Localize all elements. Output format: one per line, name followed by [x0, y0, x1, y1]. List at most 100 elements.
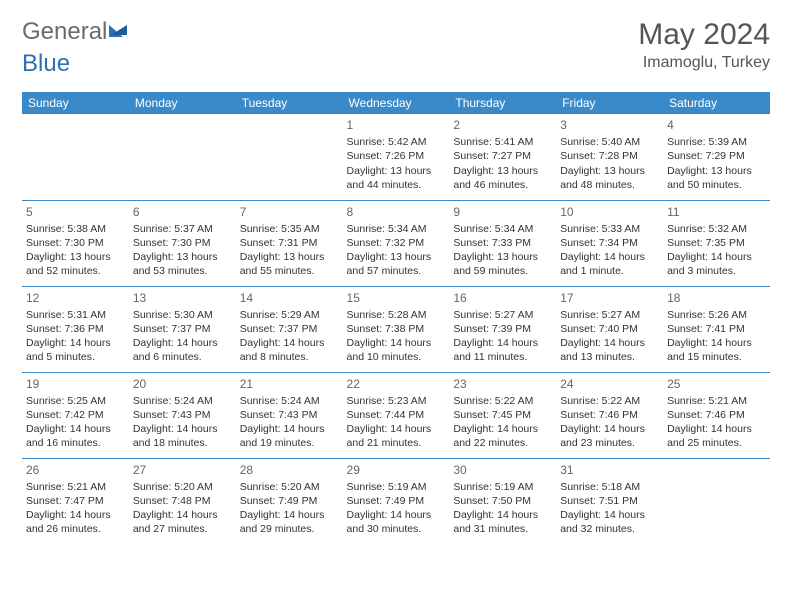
sunset-line: Sunset: 7:37 PM — [133, 322, 232, 336]
day-number: 18 — [667, 290, 766, 306]
calendar-cell: 21Sunrise: 5:24 AMSunset: 7:43 PMDayligh… — [236, 372, 343, 458]
sunset-line: Sunset: 7:49 PM — [347, 494, 446, 508]
day-number: 23 — [453, 376, 552, 392]
day-number: 1 — [347, 117, 446, 133]
calendar-cell: 27 Sunrise: 5:20 AMSunset: 7:48 PMDayligh… — [129, 458, 236, 544]
calendar-cell: 20Sunrise: 5:24 AMSunset: 7:43 PMDayligh… — [129, 372, 236, 458]
calendar-cell — [129, 114, 236, 200]
daylight-line: Daylight: 14 hours and 27 minutes. — [133, 508, 232, 536]
weekday-header: Tuesday — [236, 92, 343, 114]
calendar-cell: 1Sunrise: 5:42 AMSunset: 7:26 PMDaylight… — [343, 114, 450, 200]
daylight-line: Daylight: 14 hours and 31 minutes. — [453, 508, 552, 536]
sunset-line: Sunset: 7:44 PM — [347, 408, 446, 422]
calendar-cell: 19Sunrise: 5:25 AMSunset: 7:42 PMDayligh… — [22, 372, 129, 458]
calendar-cell: 17 Sunrise: 5:27 AMSunset: 7:40 PMDayligh… — [556, 286, 663, 372]
sunset-line: Sunset: 7:47 PM — [26, 494, 125, 508]
calendar-row: 26Sunrise: 5:21 AMSunset: 7:47 PMDayligh… — [22, 458, 770, 544]
sunrise-line: Sunrise: 5:20 AM — [133, 480, 232, 494]
sunrise-line: Sunrise: 5:34 AM — [453, 222, 552, 236]
sunset-line: Sunset: 7:39 PM — [453, 322, 552, 336]
sunrise-line: Sunrise: 5:39 AM — [667, 135, 766, 149]
day-number: 24 — [560, 376, 659, 392]
daylight-line: Daylight: 14 hours and 1 minute. — [560, 250, 659, 278]
day-number: 2 — [453, 117, 552, 133]
daylight-line: Daylight: 14 hours and 8 minutes. — [240, 336, 339, 364]
day-number: 29 — [347, 462, 446, 478]
brand-logo: General — [22, 18, 131, 46]
calendar-cell: 13Sunrise: 5:30 AMSunset: 7:37 PMDayligh… — [129, 286, 236, 372]
sunrise-line: Sunrise: 5:29 AM — [240, 308, 339, 322]
daylight-line: Daylight: 13 hours and 57 minutes. — [347, 250, 446, 278]
sunset-line: Sunset: 7:32 PM — [347, 236, 446, 250]
daylight-line: Daylight: 13 hours and 59 minutes. — [453, 250, 552, 278]
daylight-line: Daylight: 14 hours and 13 minutes. — [560, 336, 659, 364]
daylight-line: Daylight: 13 hours and 46 minutes. — [453, 164, 552, 192]
sunset-line: Sunset: 7:35 PM — [667, 236, 766, 250]
sunset-line: Sunset: 7:33 PM — [453, 236, 552, 250]
calendar-cell: 7Sunrise: 5:35 AMSunset: 7:31 PMDaylight… — [236, 200, 343, 286]
calendar-cell — [663, 458, 770, 544]
calendar-cell: 10Sunrise: 5:33 AMSunset: 7:34 PMDayligh… — [556, 200, 663, 286]
day-number: 11 — [667, 204, 766, 220]
sunset-line: Sunset: 7:43 PM — [240, 408, 339, 422]
daylight-line: Daylight: 14 hours and 23 minutes. — [560, 422, 659, 450]
day-number: 6 — [133, 204, 232, 220]
sunrise-line: Sunrise: 5:35 AM — [240, 222, 339, 236]
day-number: 17 — [560, 290, 659, 306]
sunset-line: Sunset: 7:28 PM — [560, 149, 659, 163]
day-number: 27 — [133, 462, 232, 478]
calendar-cell: 26Sunrise: 5:21 AMSunset: 7:47 PMDayligh… — [22, 458, 129, 544]
calendar-cell: 2Sunrise: 5:41 AMSunset: 7:27 PMDaylight… — [449, 114, 556, 200]
calendar-body: 1 Sunrise: 5:42 AMSunset: 7:26 PM Daylight… — [22, 114, 770, 544]
daylight-line: Daylight: 14 hours and 21 minutes. — [347, 422, 446, 450]
sunrise-line: Sunrise: 5:19 AM — [453, 480, 552, 494]
day-number: 21 — [240, 376, 339, 392]
day-number: 25 — [667, 376, 766, 392]
sunset-line: Sunset: 7:51 PM — [560, 494, 659, 508]
sunrise-line: Sunrise: 5:27 AM — [560, 308, 659, 322]
day-number: 22 — [347, 376, 446, 392]
sunset-line: Sunset: 7:26 PM — [347, 149, 446, 163]
calendar-cell: 22Sunrise: 5:23 AMSunset: 7:44 PMDayligh… — [343, 372, 450, 458]
daylight-line: Daylight: 14 hours and 22 minutes. — [453, 422, 552, 450]
sunrise-line: Sunrise: 5:42 AM — [347, 135, 446, 149]
day-number: 15 — [347, 290, 446, 306]
calendar-cell: 16Sunrise: 5:27 AMSunset: 7:39 PMDayligh… — [449, 286, 556, 372]
calendar-row: 1 Sunrise: 5:42 AMSunset: 7:26 PM Daylight… — [22, 114, 770, 200]
calendar-header-row: SundayMondayTuesdayWednesdayThursdayFrid… — [22, 92, 770, 114]
sunset-line: Sunset: 7:37 PM — [240, 322, 339, 336]
calendar-cell: 12Sunrise: 5:31 AMSunset: 7:36 PMDayligh… — [22, 286, 129, 372]
sunset-line: Sunset: 7:29 PM — [667, 149, 766, 163]
sunrise-line: Sunrise: 5:38 AM — [26, 222, 125, 236]
sunset-line: Sunset: 7:48 PM — [133, 494, 232, 508]
weekday-header: Saturday — [663, 92, 770, 114]
sunrise-line: Sunrise: 5:33 AM — [560, 222, 659, 236]
sunrise-line: Sunrise: 5:22 AM — [560, 394, 659, 408]
day-number: 30 — [453, 462, 552, 478]
weekday-header: Friday — [556, 92, 663, 114]
sunrise-line: Sunrise: 5:27 AM — [453, 308, 552, 322]
sunset-line: Sunset: 7:41 PM — [667, 322, 766, 336]
daylight-line: Daylight: 14 hours and 15 minutes. — [667, 336, 766, 364]
calendar-cell: 15Sunrise: 5:28 AMSunset: 7:38 PMDayligh… — [343, 286, 450, 372]
calendar-cell: 25Sunrise: 5:21 AMSunset: 7:46 PMDayligh… — [663, 372, 770, 458]
day-number: 20 — [133, 376, 232, 392]
title-block: May 2024 Imamoglu, Turkey — [638, 18, 770, 72]
sunrise-line: Sunrise: 5:22 AM — [453, 394, 552, 408]
sunset-line: Sunset: 7:40 PM — [560, 322, 659, 336]
sunset-line: Sunset: 7:27 PM — [453, 149, 552, 163]
daylight-line: Daylight: 14 hours and 26 minutes. — [26, 508, 125, 536]
sunrise-line: Sunrise: 5:30 AM — [133, 308, 232, 322]
sunrise-line: Sunrise: 5:31 AM — [26, 308, 125, 322]
sunset-line: Sunset: 7:30 PM — [133, 236, 232, 250]
day-number: 14 — [240, 290, 339, 306]
sunrise-line: Sunrise: 5:19 AM — [347, 480, 446, 494]
calendar-cell: 30Sunrise: 5:19 AMSunset: 7:50 PMDayligh… — [449, 458, 556, 544]
location-label: Imamoglu, Turkey — [638, 54, 770, 72]
daylight-line: Daylight: 14 hours and 11 minutes. — [453, 336, 552, 364]
sunset-line: Sunset: 7:30 PM — [26, 236, 125, 250]
calendar-cell: 28Sunrise: 5:20 AMSunset: 7:49 PMDayligh… — [236, 458, 343, 544]
calendar-page: General May 2024 Imamoglu, Turkey Blue S… — [0, 0, 792, 544]
sunrise-line: Sunrise: 5:32 AM — [667, 222, 766, 236]
day-number: 10 — [560, 204, 659, 220]
